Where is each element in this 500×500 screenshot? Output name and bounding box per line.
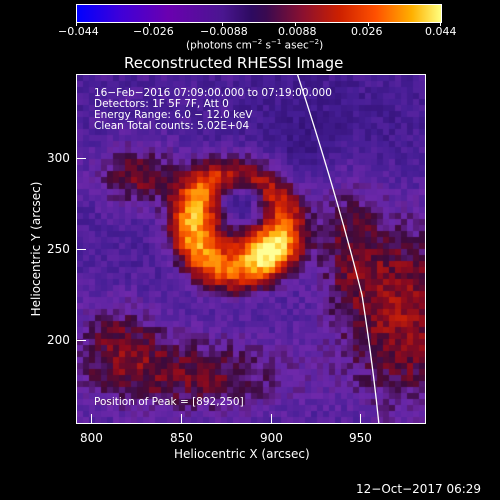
plot-title: Reconstructed RHESSI Image bbox=[124, 54, 344, 72]
info-line: Clean Total counts: 5.02E+04 bbox=[94, 120, 250, 132]
colorbar-tick-label: −0.044 bbox=[58, 25, 99, 38]
timestamp: 12−Oct−2017 06:29 bbox=[356, 482, 482, 496]
y-tick-label: 250 bbox=[47, 242, 70, 256]
x-tick-label: 800 bbox=[80, 431, 103, 445]
solar-limb bbox=[296, 75, 380, 423]
peak-position-label: Position of Peak = [892,250] bbox=[94, 396, 244, 408]
colorbar-ticks bbox=[76, 22, 442, 26]
colorbar-tick-label: −0.026 bbox=[133, 25, 174, 38]
image-plot bbox=[76, 74, 426, 424]
y-tick-label: 200 bbox=[47, 333, 70, 347]
x-tick-label: 950 bbox=[349, 431, 372, 445]
colorbar bbox=[76, 4, 442, 23]
x-tick-label: 850 bbox=[170, 431, 193, 445]
x-tick-label: 900 bbox=[260, 431, 283, 445]
colorbar-tick-label: 0.044 bbox=[425, 25, 457, 38]
heatmap-canvas bbox=[77, 75, 425, 423]
x-axis-label: Heliocentric X (arcsec) bbox=[174, 447, 310, 461]
colorbar-tick-label: −0.0088 bbox=[200, 25, 248, 38]
y-tick-label: 300 bbox=[47, 151, 70, 165]
info-line: Detectors: 1F 5F 7F, Att 0 bbox=[94, 98, 229, 110]
colorbar-units: (photons cm−2 s−1 asec−2) bbox=[186, 38, 324, 52]
colorbar-tick-label: 0.0088 bbox=[278, 25, 317, 38]
y-axis-label: Heliocentric Y (arcsec) bbox=[29, 181, 43, 317]
info-line: Energy Range: 6.0 − 12.0 keV bbox=[94, 109, 253, 121]
info-line: 16−Feb−2016 07:09:00.000 to 07:19:00.000 bbox=[94, 87, 332, 99]
colorbar-tick-label: 0.026 bbox=[351, 25, 383, 38]
